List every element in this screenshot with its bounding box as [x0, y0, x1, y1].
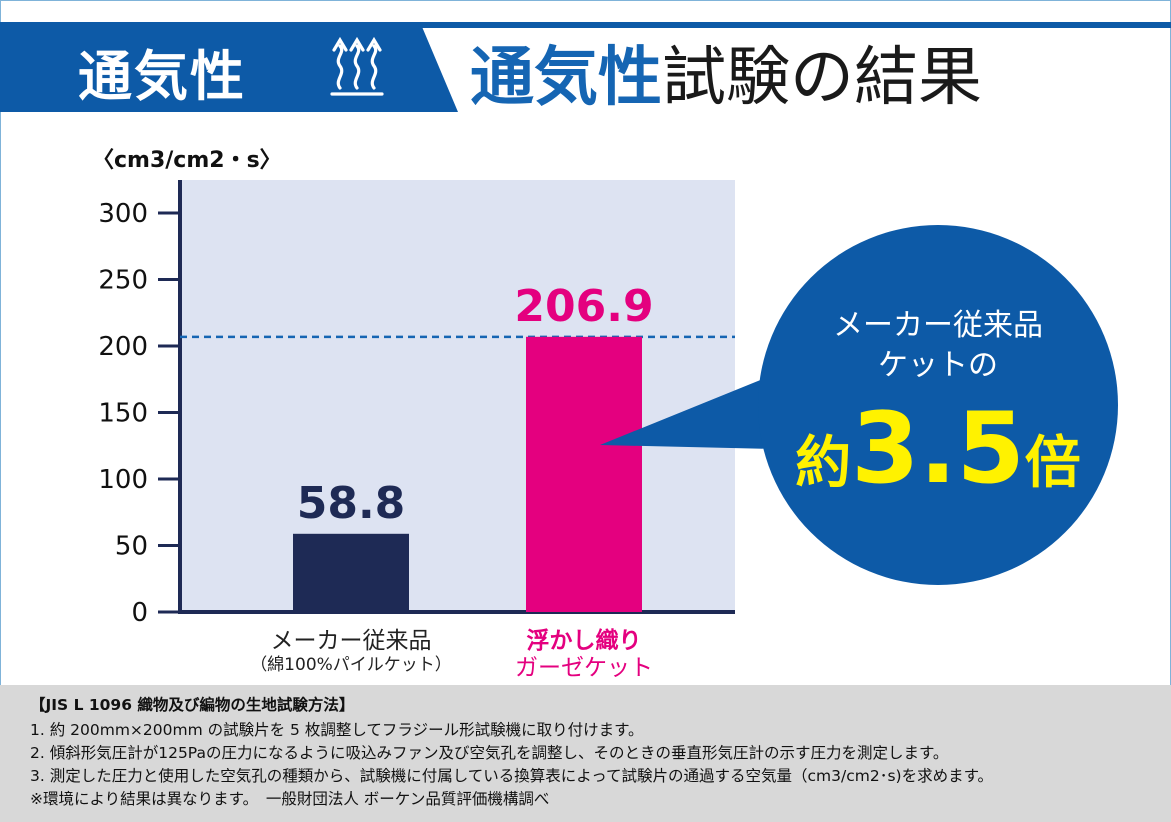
header-badge-label: 通気性 [78, 45, 246, 108]
test-method-step-3: 3. 測定した圧力と使用した空気孔の種類から、試験機に付属している換算表によって… [30, 767, 994, 785]
callout-multiplier: 約3.5倍 [795, 392, 1081, 506]
header-bar [0, 22, 1171, 112]
bar-conventional [293, 533, 409, 612]
x-category-label: 浮かし織り [527, 627, 642, 654]
callout-bubble [758, 225, 1118, 585]
page-title-rest: 試験の結果 [662, 41, 982, 115]
test-method-step-2: 2. 傾斜形気圧計が125Paの圧力になるように吸込みファン及び空気孔を調整し、… [30, 744, 949, 762]
callout-suffix: 倍 [1025, 431, 1081, 496]
bar-value-label: 58.8 [297, 478, 406, 529]
y-tick-label: 100 [98, 465, 148, 495]
test-method-note: ※環境により結果は異なります。 一般財団法人 ボーケン品質評価機構調べ [30, 790, 550, 808]
test-method-step-1: 1. 約 200mm×200mm の試験片を 5 枚調整してフラジール形試験機に… [30, 721, 644, 739]
y-tick-label: 150 [98, 399, 148, 429]
y-tick-label: 300 [98, 199, 148, 229]
bar-value-label: 206.9 [514, 281, 653, 332]
bar-gauze [526, 336, 642, 612]
y-tick-label: 200 [98, 332, 148, 362]
x-category-label: メーカー従来品 [271, 628, 432, 654]
test-method-heading: 【JIS L 1096 織物及び編物の生地試験方法】 [30, 696, 355, 714]
page-title: 通気性試験の結果 [470, 26, 982, 118]
y-axis-unit-label: 〈cm3/cm2・s〉 [92, 148, 282, 173]
y-tick-label: 50 [115, 532, 148, 562]
callout-line-1: メーカー従来品 [833, 308, 1043, 343]
x-category-sublabel: （綿100%パイルケット） [250, 655, 452, 675]
plot-background [180, 180, 735, 612]
callout-value: 3.5 [851, 392, 1025, 506]
callout-prefix: 約 [795, 431, 851, 496]
callout-line-2: ケットの [878, 348, 998, 383]
page-title-highlight: 通気性 [470, 41, 662, 115]
bar-chart: 30025020015010050058.8メーカー従来品（綿100%パイルケッ… [98, 180, 1118, 681]
y-tick-label: 250 [98, 266, 148, 296]
heat-waves-icon [330, 36, 384, 96]
test-method-box: 【JIS L 1096 織物及び編物の生地試験方法】 1. 約 200mm×20… [0, 685, 1171, 822]
y-tick-label: 0 [131, 598, 148, 628]
x-category-sublabel: ガーゼケット [515, 655, 653, 681]
